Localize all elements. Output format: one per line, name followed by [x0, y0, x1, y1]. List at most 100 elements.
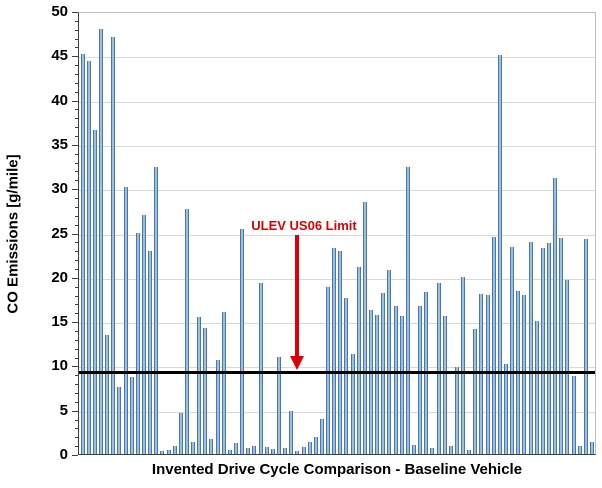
- bar: [184, 209, 189, 454]
- minor-tick: [75, 295, 78, 297]
- minor-tick: [75, 357, 78, 359]
- gridline: [79, 323, 595, 325]
- y-tick-label: 50: [51, 3, 68, 20]
- bar: [418, 306, 423, 454]
- major-tick: [72, 100, 78, 102]
- minor-tick: [75, 180, 78, 182]
- minor-tick: [75, 215, 78, 217]
- bar: [436, 283, 441, 454]
- minor-tick: [75, 251, 78, 253]
- bar: [369, 309, 374, 454]
- major-tick: [72, 233, 78, 235]
- bar: [209, 438, 214, 454]
- bar: [129, 376, 134, 454]
- minor-tick: [75, 375, 78, 377]
- bar: [246, 447, 251, 454]
- minor-tick: [75, 392, 78, 394]
- gridline: [79, 101, 595, 103]
- bar: [448, 446, 453, 454]
- minor-tick: [75, 419, 78, 421]
- minor-tick: [75, 304, 78, 306]
- bar: [307, 442, 312, 454]
- y-tick-label: 20: [51, 268, 68, 286]
- down-arrow-head-icon: [290, 356, 304, 370]
- bar: [411, 445, 416, 454]
- bar: [497, 55, 502, 454]
- minor-tick: [75, 242, 78, 244]
- gridline: [79, 190, 595, 192]
- minor-tick: [75, 446, 78, 448]
- bar: [467, 449, 472, 454]
- bar: [178, 413, 183, 454]
- gridline: [79, 278, 595, 280]
- bar: [227, 449, 232, 454]
- bar: [80, 53, 85, 454]
- bar: [583, 238, 588, 454]
- bar: [270, 448, 275, 454]
- bar: [234, 443, 239, 454]
- bar: [461, 276, 466, 454]
- limit-line: [79, 370, 595, 375]
- bar: [264, 446, 269, 454]
- minor-tick: [75, 20, 78, 22]
- bar: [375, 314, 380, 454]
- y-tick-label: 0: [59, 446, 68, 463]
- bar: [356, 267, 361, 454]
- bar: [387, 269, 392, 454]
- bar: [454, 367, 459, 454]
- minor-tick: [75, 82, 78, 84]
- bar: [547, 243, 551, 454]
- y-tick-label: 10: [51, 357, 68, 375]
- bar: [166, 449, 171, 454]
- major-tick: [72, 12, 78, 13]
- y-tick-label: 35: [51, 135, 68, 153]
- bar: [319, 419, 324, 454]
- minor-tick: [75, 260, 78, 262]
- minor-tick: [75, 268, 78, 270]
- bar: [313, 437, 318, 454]
- bar: [111, 36, 116, 454]
- major-tick: [72, 56, 78, 58]
- minor-tick: [75, 47, 78, 49]
- plot-area: ULEV US06 Limit: [78, 12, 596, 455]
- bar: [362, 201, 367, 454]
- gridline: [79, 234, 595, 236]
- limit-annotation-label: ULEV US06 Limit: [251, 218, 357, 233]
- minor-tick: [75, 384, 78, 386]
- bar: [528, 242, 533, 454]
- major-tick: [72, 410, 78, 412]
- bar: [473, 329, 478, 454]
- bar: [301, 446, 306, 454]
- bar: [534, 321, 539, 454]
- bar: [86, 60, 91, 454]
- minor-tick: [75, 153, 78, 155]
- bar: [154, 166, 159, 454]
- bar: [276, 356, 281, 454]
- minor-tick: [75, 136, 78, 138]
- bar: [485, 295, 490, 454]
- minor-tick: [75, 171, 78, 173]
- minor-tick: [75, 91, 78, 93]
- bar: [559, 237, 564, 454]
- minor-tick: [75, 74, 78, 76]
- minor-tick: [75, 109, 78, 111]
- bar: [172, 446, 177, 454]
- bar: [92, 129, 97, 454]
- bar: [135, 233, 140, 454]
- bar: [197, 316, 202, 454]
- major-tick: [72, 366, 78, 368]
- gridline: [79, 411, 595, 413]
- y-tick-label: 40: [51, 91, 68, 109]
- bar: [442, 315, 447, 454]
- bar: [491, 236, 496, 454]
- bar: [160, 451, 165, 454]
- minor-tick: [75, 127, 78, 129]
- y-tick-label: 30: [51, 180, 68, 198]
- bar: [99, 28, 103, 454]
- bar: [203, 328, 208, 454]
- minor-tick: [75, 401, 78, 403]
- bar: [105, 335, 110, 454]
- bar: [141, 214, 146, 454]
- bar: [332, 247, 337, 454]
